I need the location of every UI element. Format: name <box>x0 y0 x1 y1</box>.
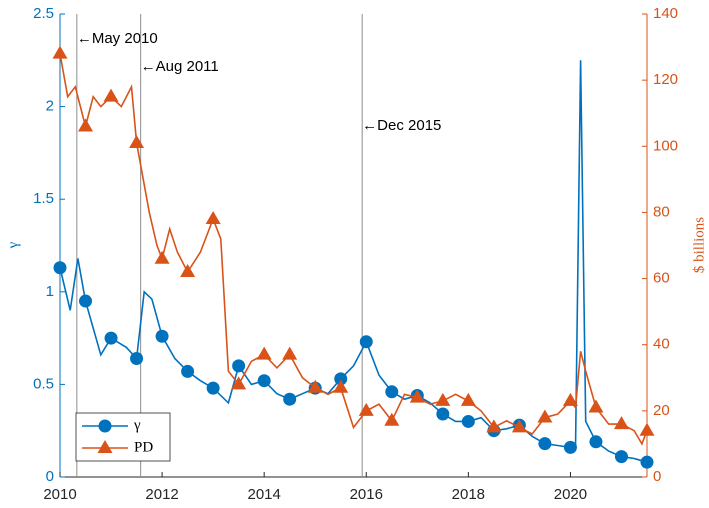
series-marker <box>103 88 119 102</box>
y-tick-label: 2.5 <box>33 5 54 22</box>
y2-tick-label: 60 <box>653 270 670 287</box>
x-tick-label: 2014 <box>247 486 280 503</box>
series-marker <box>435 392 451 406</box>
series-marker <box>334 372 348 386</box>
series-marker <box>78 118 94 132</box>
series-marker <box>181 364 195 378</box>
y2-tick-label: 120 <box>653 71 678 88</box>
y2-tick-label: 0 <box>653 468 661 485</box>
x-tick-label: 2016 <box>350 486 383 503</box>
series-marker <box>129 134 145 148</box>
x-tick-label: 2010 <box>43 486 76 503</box>
y2-tick-label: 100 <box>653 137 678 154</box>
legend-box <box>75 412 171 462</box>
series-marker <box>385 385 399 399</box>
series-marker <box>589 435 603 449</box>
series-marker <box>232 359 246 373</box>
series-marker <box>231 376 247 390</box>
y-tick-label: 2 <box>46 98 54 115</box>
series-marker <box>409 389 425 403</box>
series-marker <box>307 379 323 393</box>
series-marker <box>256 346 272 360</box>
series-marker <box>537 409 553 423</box>
series-marker <box>257 374 271 388</box>
series-marker <box>155 329 169 343</box>
series-marker <box>588 399 604 413</box>
series-marker <box>333 379 349 393</box>
series-marker <box>460 392 476 406</box>
series-marker <box>613 416 629 430</box>
series-marker <box>511 419 527 433</box>
series-marker <box>563 440 577 454</box>
series-marker <box>562 392 578 406</box>
series-marker <box>52 45 68 59</box>
series-marker <box>640 455 654 469</box>
series-marker <box>283 392 297 406</box>
series-marker <box>358 402 374 416</box>
y-axis-label: γ <box>5 241 21 249</box>
x-tick-label: 2018 <box>452 486 485 503</box>
y-tick-label: 0.5 <box>33 375 54 392</box>
event-label: ←May 2010 <box>77 30 158 47</box>
y-tick-label: 1.5 <box>33 190 54 207</box>
series-marker <box>486 419 502 433</box>
series-marker <box>282 346 298 360</box>
legend-label: γ <box>133 417 141 433</box>
y-tick-label: 1 <box>46 283 54 300</box>
y-tick-label: 0 <box>46 468 54 485</box>
y2-tick-label: 40 <box>653 336 670 353</box>
series-marker <box>130 351 144 365</box>
legend-label: PD <box>134 439 153 455</box>
y2-tick-label: 20 <box>653 402 670 419</box>
series-marker <box>104 331 118 345</box>
series-marker <box>436 407 450 421</box>
series-marker <box>206 381 220 395</box>
series-marker <box>359 335 373 349</box>
y2-tick-label: 80 <box>653 203 670 220</box>
series-marker <box>538 437 552 451</box>
series-marker <box>154 250 170 264</box>
y2-tick-label: 140 <box>653 5 678 22</box>
legend-marker <box>97 440 113 453</box>
series-marker <box>384 412 400 426</box>
event-label: ←Aug 2011 <box>141 58 219 75</box>
series-marker <box>180 263 196 277</box>
legend-marker <box>98 419 112 433</box>
y2-axis-label: $ billions <box>691 217 707 273</box>
series-marker <box>461 414 475 428</box>
series-marker <box>53 261 67 275</box>
x-tick-label: 2020 <box>554 486 587 503</box>
series-marker <box>639 422 655 436</box>
x-tick-label: 2012 <box>145 486 178 503</box>
series-line <box>59 60 648 463</box>
series-line <box>59 53 648 446</box>
series-marker <box>614 450 628 464</box>
event-label: ←Dec 2015 <box>362 117 441 134</box>
series-marker <box>79 294 93 308</box>
series-marker <box>205 211 221 225</box>
